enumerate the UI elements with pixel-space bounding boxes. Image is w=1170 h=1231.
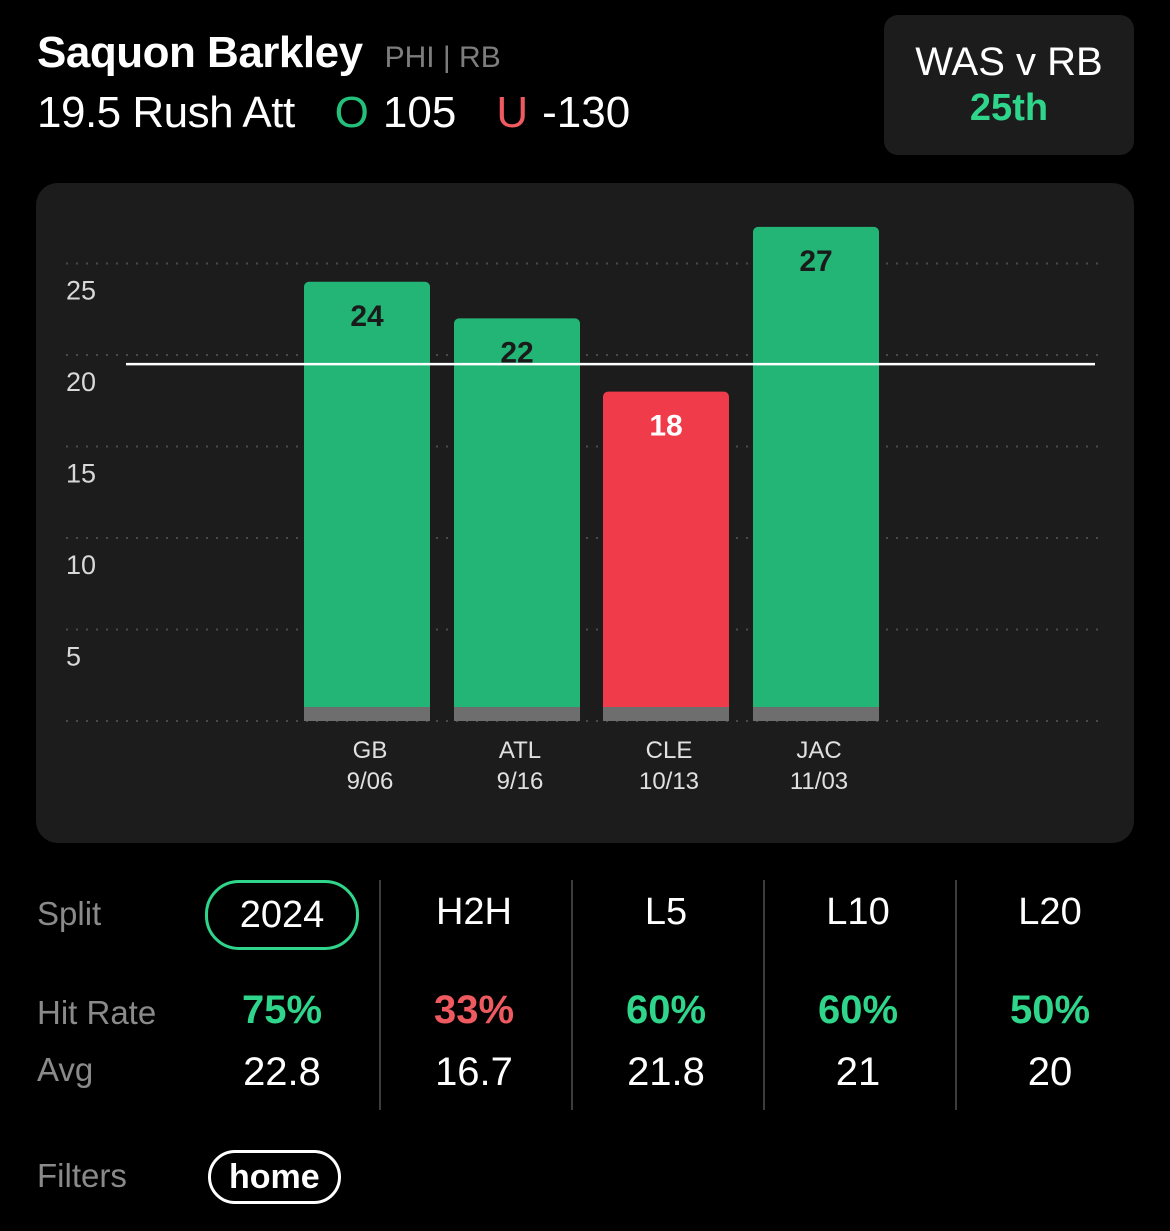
split-tab-l10[interactable]: L10	[826, 891, 890, 933]
x-tick-label: GB	[353, 737, 388, 764]
bar-value-label: 27	[799, 245, 832, 278]
y-tick-label: 25	[66, 276, 96, 306]
avg-l10: 21	[835, 1050, 881, 1094]
title-row: Saquon Barkley PHI | RB	[37, 28, 630, 78]
bar-base-jac	[753, 707, 879, 721]
split-tab-l20[interactable]: L20	[1018, 891, 1082, 933]
prop-line: 19.5 Rush Att	[37, 88, 295, 137]
column-divider	[379, 880, 381, 1110]
y-tick-label: 20	[66, 367, 96, 397]
player-name[interactable]: Saquon Barkley	[37, 28, 363, 77]
matchup-rank-card[interactable]: WAS v RB 25th	[884, 15, 1134, 155]
bar-value-label: 18	[649, 410, 682, 443]
x-tick-date: 9/06	[347, 768, 394, 795]
matchup-label: WAS v RB	[915, 40, 1103, 84]
bar-cle	[603, 391, 729, 721]
avg-l5: 21.8	[627, 1050, 705, 1094]
column-divider	[763, 880, 765, 1110]
x-tick-label: JAC	[796, 737, 841, 764]
hit-rate-l20: 50%	[1009, 988, 1091, 1032]
bar-base-gb	[304, 707, 430, 721]
avg-h2h: 16.7	[435, 1050, 513, 1094]
y-tick-label: 15	[66, 459, 96, 489]
x-tick-date: 10/13	[639, 768, 699, 795]
x-tick-label: CLE	[646, 737, 693, 764]
avg-row-label: Avg	[37, 1051, 94, 1088]
filter-chip-home[interactable]: home	[208, 1150, 341, 1204]
bar-value-label: 24	[350, 300, 384, 333]
hit-rate-h2h: 33%	[433, 988, 515, 1032]
over-odds-value: 105	[382, 88, 457, 137]
hit-rate-row-label: Hit Rate	[37, 994, 157, 1031]
game-log-chart: 5 10 15 20 25 24 GB 9/06 22 ATL 9/16 18 CLE 10/13 27 JA…	[36, 183, 1134, 843]
column-divider	[571, 880, 573, 1110]
hit-rate-2024: 75%	[241, 988, 323, 1032]
filters-label: Filters	[37, 1157, 127, 1194]
bar-base-atl	[454, 707, 580, 721]
avg-l20: 20	[1027, 1050, 1073, 1094]
x-tick-date: 9/16	[497, 768, 544, 795]
avg-2024: 22.8	[243, 1050, 321, 1094]
team-position-tag: PHI | RB	[384, 41, 501, 74]
y-tick-label: 5	[66, 642, 81, 672]
split-tab-h2h[interactable]: H2H	[435, 891, 513, 933]
over-indicator-icon: O	[334, 88, 369, 137]
prop-line-row: 19.5 Rush Att O 105 U -130	[37, 88, 630, 138]
y-tick-label: 10	[66, 550, 96, 580]
bar-gb	[304, 281, 430, 721]
splits-table: Split Hit Rate Avg 2024 75% 22.8 H2H 33%…	[0, 870, 1170, 1120]
hit-rate-l10: 60%	[817, 988, 899, 1032]
hit-rate-l5: 60%	[625, 988, 707, 1032]
prop-header: Saquon Barkley PHI | RB 19.5 Rush Att O …	[37, 28, 630, 138]
matchup-rank: 25th	[969, 87, 1049, 129]
x-tick-label: ATL	[499, 737, 541, 764]
split-tab-2024[interactable]: 2024	[205, 880, 359, 950]
bar-atl	[454, 318, 580, 721]
under-indicator-icon: U	[496, 88, 529, 137]
column-divider	[955, 880, 957, 1110]
under-odds-value: -130	[542, 88, 631, 137]
split-row-label: Split	[37, 895, 102, 932]
over-odds-button[interactable]: O 105	[335, 88, 457, 138]
under-odds-button[interactable]: U -130	[496, 88, 630, 138]
x-tick-date: 11/03	[790, 768, 848, 795]
split-tab-l5[interactable]: L5	[644, 891, 688, 933]
bar-base-cle	[603, 707, 729, 721]
bar-chart-svg: 51015202524GB9/0622ATL9/1618CLE10/1327JA…	[66, 226, 1102, 795]
bar-jac	[753, 226, 879, 721]
